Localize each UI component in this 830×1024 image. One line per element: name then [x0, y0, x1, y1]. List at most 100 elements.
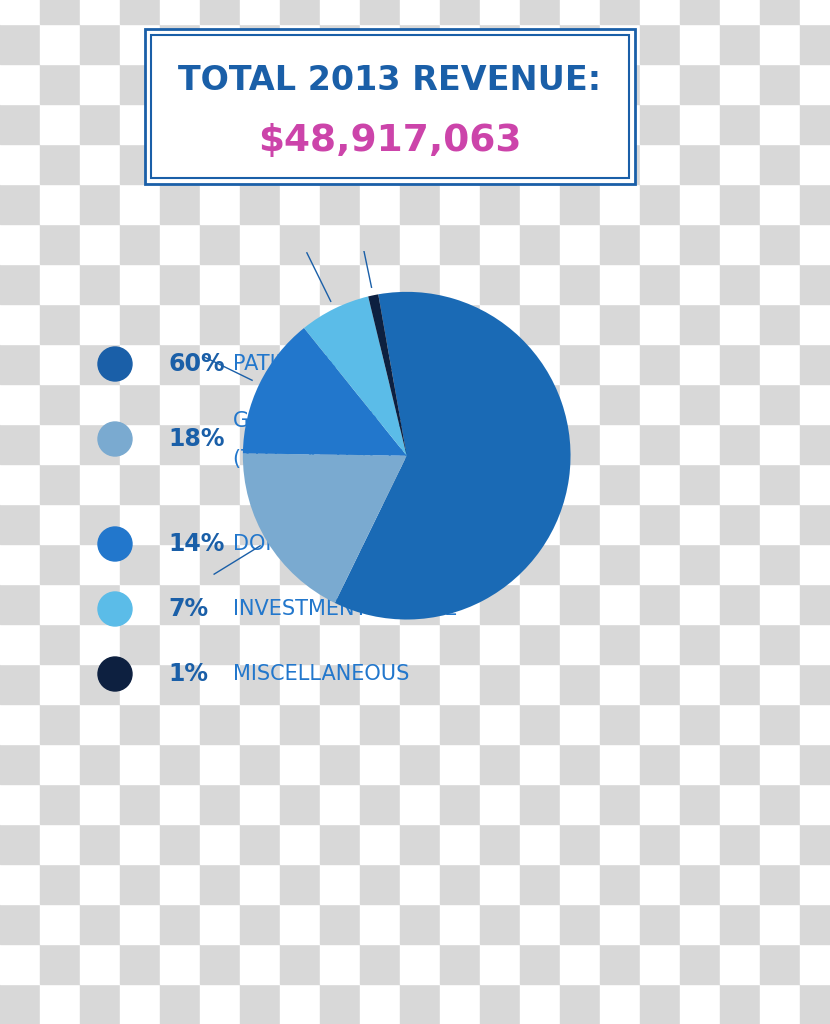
Bar [440, 104, 480, 144]
Bar [480, 904, 520, 944]
Bar [360, 784, 400, 824]
Bar [320, 705, 360, 744]
Bar [600, 544, 640, 584]
Bar [600, 264, 640, 304]
Bar [640, 624, 680, 664]
Bar [520, 544, 560, 584]
Bar [40, 824, 80, 864]
Bar [320, 144, 360, 184]
Bar [520, 784, 560, 824]
Bar [400, 224, 440, 264]
Bar [120, 744, 160, 784]
Bar [720, 0, 760, 24]
Bar [640, 904, 680, 944]
Bar [760, 0, 800, 24]
Bar [520, 144, 560, 184]
Bar [560, 504, 600, 544]
FancyBboxPatch shape [151, 35, 629, 178]
Bar [480, 864, 520, 904]
Bar [40, 384, 80, 424]
Bar [120, 944, 160, 984]
Bar [760, 104, 800, 144]
Bar [240, 944, 280, 984]
Bar [440, 144, 480, 184]
Bar [480, 184, 520, 224]
Bar [400, 864, 440, 904]
Bar [160, 624, 200, 664]
Bar [800, 63, 830, 104]
Bar [0, 384, 40, 424]
Bar [320, 504, 360, 544]
Bar [240, 344, 280, 384]
Bar [680, 304, 720, 344]
Bar [0, 824, 40, 864]
Bar [40, 464, 80, 504]
Bar [760, 304, 800, 344]
Bar [40, 144, 80, 184]
Bar [600, 864, 640, 904]
Bar [440, 624, 480, 664]
Bar [720, 264, 760, 304]
Bar [480, 504, 520, 544]
Bar [400, 784, 440, 824]
Bar [200, 864, 240, 904]
Bar [0, 984, 40, 1024]
Bar [280, 264, 320, 304]
Bar [600, 984, 640, 1024]
Bar [120, 544, 160, 584]
Bar [80, 864, 120, 904]
Bar [280, 584, 320, 624]
Bar [320, 304, 360, 344]
Bar [640, 504, 680, 544]
Bar [280, 344, 320, 384]
Wedge shape [243, 328, 407, 456]
Bar [200, 744, 240, 784]
Bar [80, 464, 120, 504]
Bar [160, 944, 200, 984]
Text: $48,917,063: $48,917,063 [258, 123, 522, 159]
Bar [760, 664, 800, 705]
Bar [760, 464, 800, 504]
Bar [280, 705, 320, 744]
Bar [280, 464, 320, 504]
Bar [80, 705, 120, 744]
Bar [360, 984, 400, 1024]
Bar [160, 744, 200, 784]
Bar [760, 984, 800, 1024]
Bar [80, 0, 120, 24]
Bar [640, 384, 680, 424]
Bar [760, 824, 800, 864]
Bar [200, 104, 240, 144]
Bar [600, 0, 640, 24]
Bar [240, 664, 280, 705]
Bar [160, 144, 200, 184]
Bar [320, 104, 360, 144]
Bar [400, 0, 440, 24]
Bar [120, 824, 160, 864]
Bar [320, 184, 360, 224]
Bar [400, 104, 440, 144]
Bar [0, 464, 40, 504]
Bar [640, 864, 680, 904]
Bar [400, 344, 440, 384]
Bar [680, 63, 720, 104]
Bar [120, 144, 160, 184]
Bar [720, 984, 760, 1024]
Bar [120, 705, 160, 744]
Bar [480, 824, 520, 864]
Bar [200, 664, 240, 705]
Bar [480, 24, 520, 63]
Text: (TITLE X, TOP, ETC.): (TITLE X, TOP, ETC.) [233, 449, 441, 469]
Bar [720, 504, 760, 544]
Bar [240, 384, 280, 424]
Circle shape [98, 592, 132, 626]
Bar [600, 304, 640, 344]
Bar [360, 504, 400, 544]
Bar [760, 184, 800, 224]
Bar [40, 784, 80, 824]
Bar [0, 224, 40, 264]
Bar [360, 63, 400, 104]
Bar [480, 104, 520, 144]
Bar [720, 144, 760, 184]
Bar [600, 464, 640, 504]
